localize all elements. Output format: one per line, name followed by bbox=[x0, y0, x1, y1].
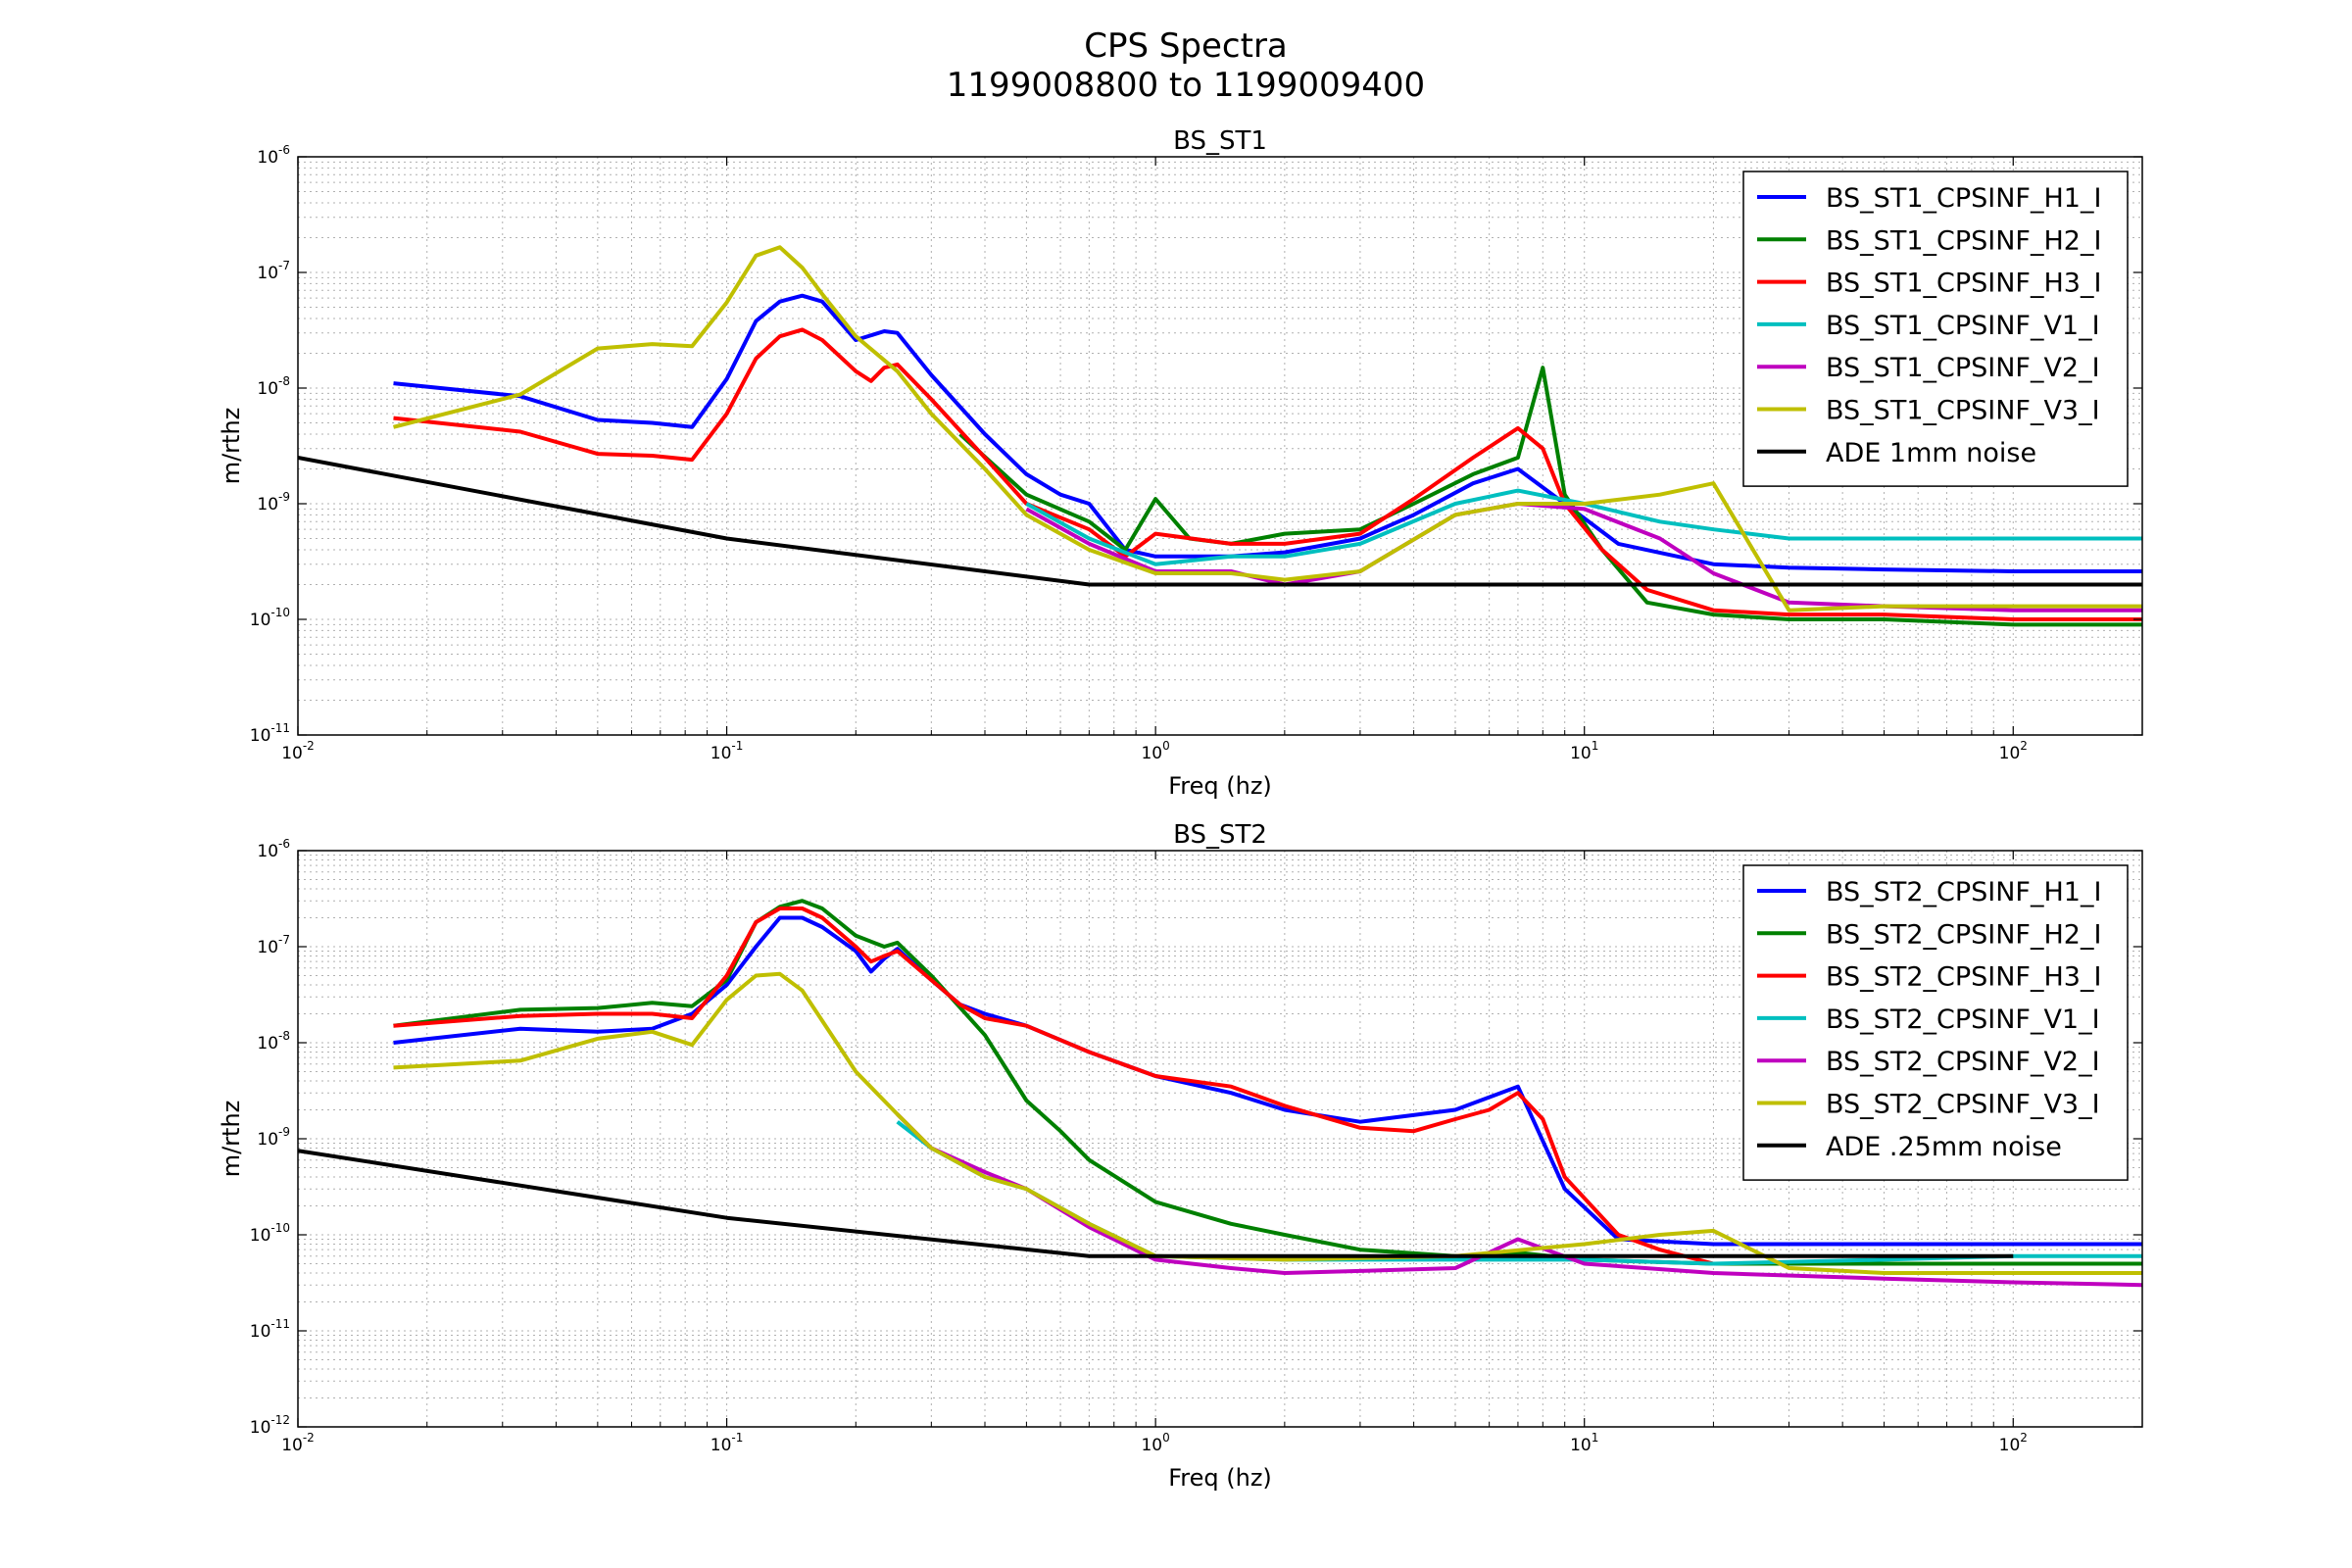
legend-label-bs-st1-cpsinf-h2-i: BS_ST1_CPSINF_H2_I bbox=[1826, 225, 2101, 256]
x-tick-label: 10-1 bbox=[710, 1431, 744, 1455]
legend-label-bs-st1-cpsinf-v3-i: BS_ST1_CPSINF_V3_I bbox=[1826, 396, 2100, 426]
y-tick-label: 10-11 bbox=[250, 1317, 290, 1342]
series-line-bs-st1-cpsinf-h3-i bbox=[393, 327, 2142, 621]
series-line-bs-st1-cpsinf-v3-i bbox=[393, 245, 2142, 612]
y-tick-label: 10-9 bbox=[257, 490, 290, 514]
y-tick-label: 10-6 bbox=[257, 143, 290, 168]
series-line-bs-st2-cpsinf-v3-i bbox=[393, 971, 2142, 1275]
y-axis-label: m/rthz bbox=[218, 408, 245, 485]
y-tick-label: 10-6 bbox=[257, 837, 290, 861]
y-tick-label: 10-10 bbox=[250, 1221, 290, 1246]
x-tick-label: 100 bbox=[1141, 1431, 1169, 1455]
legend: BS_ST2_CPSINF_H1_I BS_ST2_CPSINF_H2_I BS_S… bbox=[1742, 864, 2129, 1181]
x-tick-label: 100 bbox=[1141, 739, 1169, 763]
x-tick-label: 10-1 bbox=[710, 739, 744, 763]
x-tick-label: 10-2 bbox=[281, 1431, 315, 1455]
series-line-ade-1mm-noise bbox=[298, 456, 2142, 587]
legend-label-bs-st1-cpsinf-v2-i: BS_ST1_CPSINF_V2_I bbox=[1826, 353, 2100, 383]
legend-label-bs-st2-cpsinf-h2-i: BS_ST2_CPSINF_H2_I bbox=[1826, 919, 2101, 950]
series-line-bs-st1-cpsinf-v1-i bbox=[1025, 488, 2142, 566]
legend-label-ade-25mm-noise: ADE .25mm noise bbox=[1826, 1132, 2062, 1162]
y-tick-label: 10-12 bbox=[250, 1413, 290, 1438]
subplot-title: BS_ST1 bbox=[1173, 126, 1267, 156]
figure-title-line1: CPS Spectra bbox=[1084, 26, 1288, 66]
x-axis-label: Freq (hz) bbox=[1168, 772, 1272, 800]
y-tick-label: 10-11 bbox=[250, 721, 290, 746]
legend: BS_ST1_CPSINF_H1_I BS_ST1_CPSINF_H2_I BS_S… bbox=[1742, 171, 2129, 487]
legend-frame bbox=[1742, 864, 2129, 1181]
series-group bbox=[298, 245, 2142, 627]
series-line-bs-st2-cpsinf-v2-i bbox=[896, 1112, 2142, 1288]
legend-label-bs-st1-cpsinf-h3-i: BS_ST1_CPSINF_H3_I bbox=[1826, 269, 2101, 299]
x-tick-label: 102 bbox=[1999, 739, 2028, 763]
subplot-bs-st1: 10-2 10-1 100 101 102 10-11 10-10 10-9 10-8 10-7 1… bbox=[218, 126, 2143, 800]
y-tick-label: 10-10 bbox=[250, 606, 290, 630]
x-tick-label: 101 bbox=[1570, 739, 1598, 763]
y-axis-label: m/rthz bbox=[218, 1101, 245, 1178]
series-line-bs-st2-cpsinf-h3-i bbox=[393, 906, 1714, 1266]
subplot-title: BS_ST2 bbox=[1173, 820, 1267, 850]
x-tick-label: 102 bbox=[1999, 1431, 2028, 1455]
axes-frame bbox=[297, 156, 2143, 736]
legend-label-bs-st2-cpsinf-h3-i: BS_ST2_CPSINF_H3_I bbox=[1826, 962, 2101, 993]
legend-frame bbox=[1742, 171, 2129, 487]
y-tick-label: 10-9 bbox=[257, 1125, 290, 1150]
series-line-ade-25mm-noise bbox=[298, 1149, 2014, 1258]
y-tick-label: 10-7 bbox=[257, 259, 290, 283]
legend-label-bs-st1-cpsinf-v1-i: BS_ST1_CPSINF_V1_I bbox=[1826, 311, 2100, 341]
legend-label-ade-1mm-noise: ADE 1mm noise bbox=[1826, 438, 2036, 468]
y-tick-label: 10-7 bbox=[257, 933, 290, 957]
figure-title-line2: 1199008800 to 1199009400 bbox=[947, 66, 1425, 105]
legend-label-bs-st2-cpsinf-v3-i: BS_ST2_CPSINF_V3_I bbox=[1826, 1090, 2100, 1120]
x-tick-label: 10-2 bbox=[281, 739, 315, 763]
legend-label-bs-st2-cpsinf-h1-i: BS_ST2_CPSINF_H1_I bbox=[1826, 877, 2101, 907]
x-axis-label: Freq (hz) bbox=[1168, 1464, 1272, 1492]
x-tick-label: 101 bbox=[1570, 1431, 1598, 1455]
series-line-bs-st1-cpsinf-h2-i bbox=[958, 366, 2142, 627]
subplot-bs-st2: 10-2 10-1 100 101 102 10-12 10-11 10-10 10-9 10-8… bbox=[218, 820, 2143, 1492]
legend-label-bs-st2-cpsinf-v1-i: BS_ST2_CPSINF_V1_I bbox=[1826, 1004, 2100, 1035]
legend-label-bs-st1-cpsinf-h1-i: BS_ST1_CPSINF_H1_I bbox=[1826, 183, 2101, 214]
series-line-bs-st1-cpsinf-h1-i bbox=[393, 293, 2142, 573]
y-tick-label: 10-8 bbox=[257, 1029, 290, 1054]
y-tick-label: 10-8 bbox=[257, 374, 290, 399]
series-group bbox=[298, 899, 2142, 1288]
legend-label-bs-st2-cpsinf-v2-i: BS_ST2_CPSINF_V2_I bbox=[1826, 1047, 2100, 1077]
